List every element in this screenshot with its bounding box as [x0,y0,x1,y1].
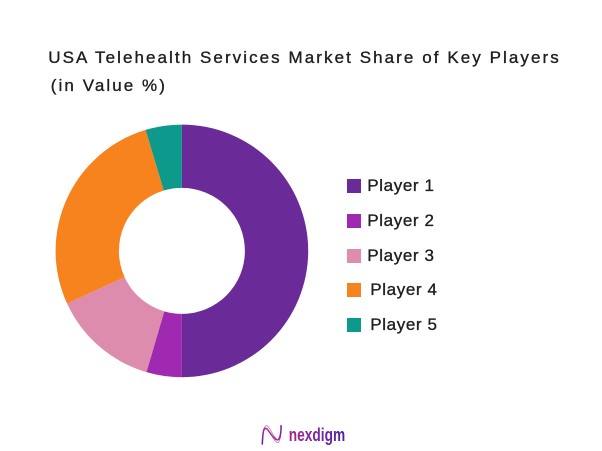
svg-text:nexdigm: nexdigm [289,424,345,445]
